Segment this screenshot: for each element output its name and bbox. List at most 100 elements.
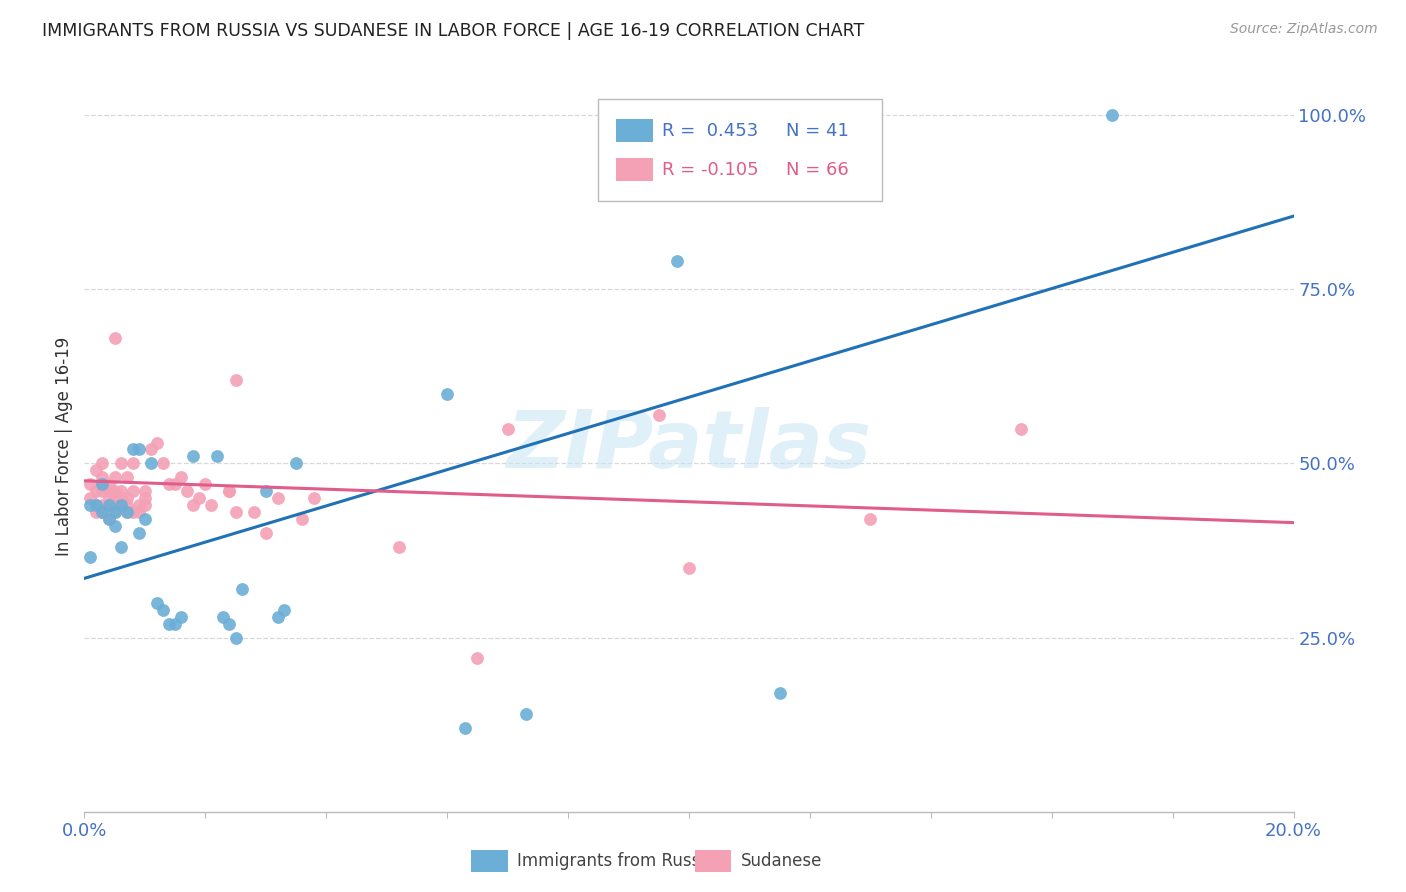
Point xyxy=(97,512,120,526)
Point xyxy=(496,421,519,435)
Text: R =  0.453: R = 0.453 xyxy=(662,121,759,140)
Point xyxy=(207,450,229,464)
Point xyxy=(91,477,114,491)
Point xyxy=(146,435,169,450)
Point xyxy=(225,505,247,519)
Point xyxy=(91,470,114,484)
Point xyxy=(254,484,277,499)
Point xyxy=(139,442,162,457)
Point xyxy=(104,519,127,533)
Point xyxy=(188,491,211,506)
Point xyxy=(181,498,204,512)
Text: Source: ZipAtlas.com: Source: ZipAtlas.com xyxy=(1230,22,1378,37)
Point xyxy=(97,512,120,526)
Point xyxy=(231,582,253,596)
Point xyxy=(467,651,489,665)
Point xyxy=(163,477,186,491)
FancyBboxPatch shape xyxy=(616,119,652,143)
Point xyxy=(134,491,156,506)
Point xyxy=(79,498,101,512)
Point xyxy=(115,505,138,519)
Point xyxy=(91,484,114,499)
Point xyxy=(284,457,308,471)
Point xyxy=(91,505,114,519)
Point xyxy=(86,498,108,512)
Point xyxy=(152,457,174,471)
Point xyxy=(128,526,150,541)
Point xyxy=(104,505,127,519)
Point xyxy=(110,540,132,554)
Point xyxy=(110,484,132,499)
Point xyxy=(225,631,247,645)
Point xyxy=(139,457,162,471)
Point xyxy=(115,491,138,506)
Point xyxy=(121,505,143,519)
Y-axis label: In Labor Force | Age 16-19: In Labor Force | Age 16-19 xyxy=(55,336,73,556)
Point xyxy=(91,477,114,491)
Point xyxy=(91,498,114,512)
Point xyxy=(218,616,240,631)
Point xyxy=(104,331,127,345)
Text: Sudanese: Sudanese xyxy=(741,852,823,870)
Point xyxy=(176,484,198,499)
Point xyxy=(218,484,240,499)
Point xyxy=(134,512,156,526)
Point xyxy=(97,484,120,499)
Point xyxy=(225,373,247,387)
Point xyxy=(170,470,193,484)
Point xyxy=(157,616,180,631)
Point xyxy=(110,498,132,512)
Point xyxy=(110,457,132,471)
Point xyxy=(146,596,169,610)
FancyBboxPatch shape xyxy=(599,99,883,201)
Point xyxy=(97,477,120,491)
Point xyxy=(212,609,235,624)
Point xyxy=(115,498,138,512)
FancyBboxPatch shape xyxy=(616,158,652,181)
Text: Immigrants from Russia: Immigrants from Russia xyxy=(517,852,716,870)
Point xyxy=(134,484,156,499)
Point xyxy=(134,498,156,512)
Point xyxy=(291,512,314,526)
Point xyxy=(86,498,108,512)
Point xyxy=(678,561,700,575)
FancyBboxPatch shape xyxy=(471,850,508,872)
Point xyxy=(86,484,108,499)
Point xyxy=(1010,421,1032,435)
Point xyxy=(104,470,127,484)
Point xyxy=(115,505,138,519)
Point xyxy=(97,498,120,512)
Point xyxy=(302,491,325,506)
Point xyxy=(254,526,277,541)
Point xyxy=(86,505,108,519)
Point xyxy=(152,603,174,617)
Point xyxy=(79,477,101,491)
Point xyxy=(647,408,671,422)
Point xyxy=(273,603,295,617)
Point xyxy=(665,254,688,268)
Point xyxy=(181,450,204,464)
Point xyxy=(104,491,127,506)
Point xyxy=(79,491,101,506)
Point xyxy=(79,550,101,565)
Point xyxy=(121,457,143,471)
Point xyxy=(91,457,114,471)
Point xyxy=(115,470,138,484)
Point xyxy=(128,442,150,457)
Point xyxy=(454,721,477,735)
FancyBboxPatch shape xyxy=(695,850,731,872)
Point xyxy=(436,386,458,401)
Point xyxy=(515,707,537,722)
Point xyxy=(170,609,193,624)
Point xyxy=(104,498,127,512)
Point xyxy=(267,491,290,506)
Point xyxy=(194,477,217,491)
Point xyxy=(859,512,882,526)
Point xyxy=(163,616,186,631)
Text: R = -0.105: R = -0.105 xyxy=(662,161,759,178)
Point xyxy=(242,505,264,519)
Point xyxy=(91,505,114,519)
Point xyxy=(267,609,290,624)
Point xyxy=(110,491,132,506)
Point xyxy=(86,463,108,477)
